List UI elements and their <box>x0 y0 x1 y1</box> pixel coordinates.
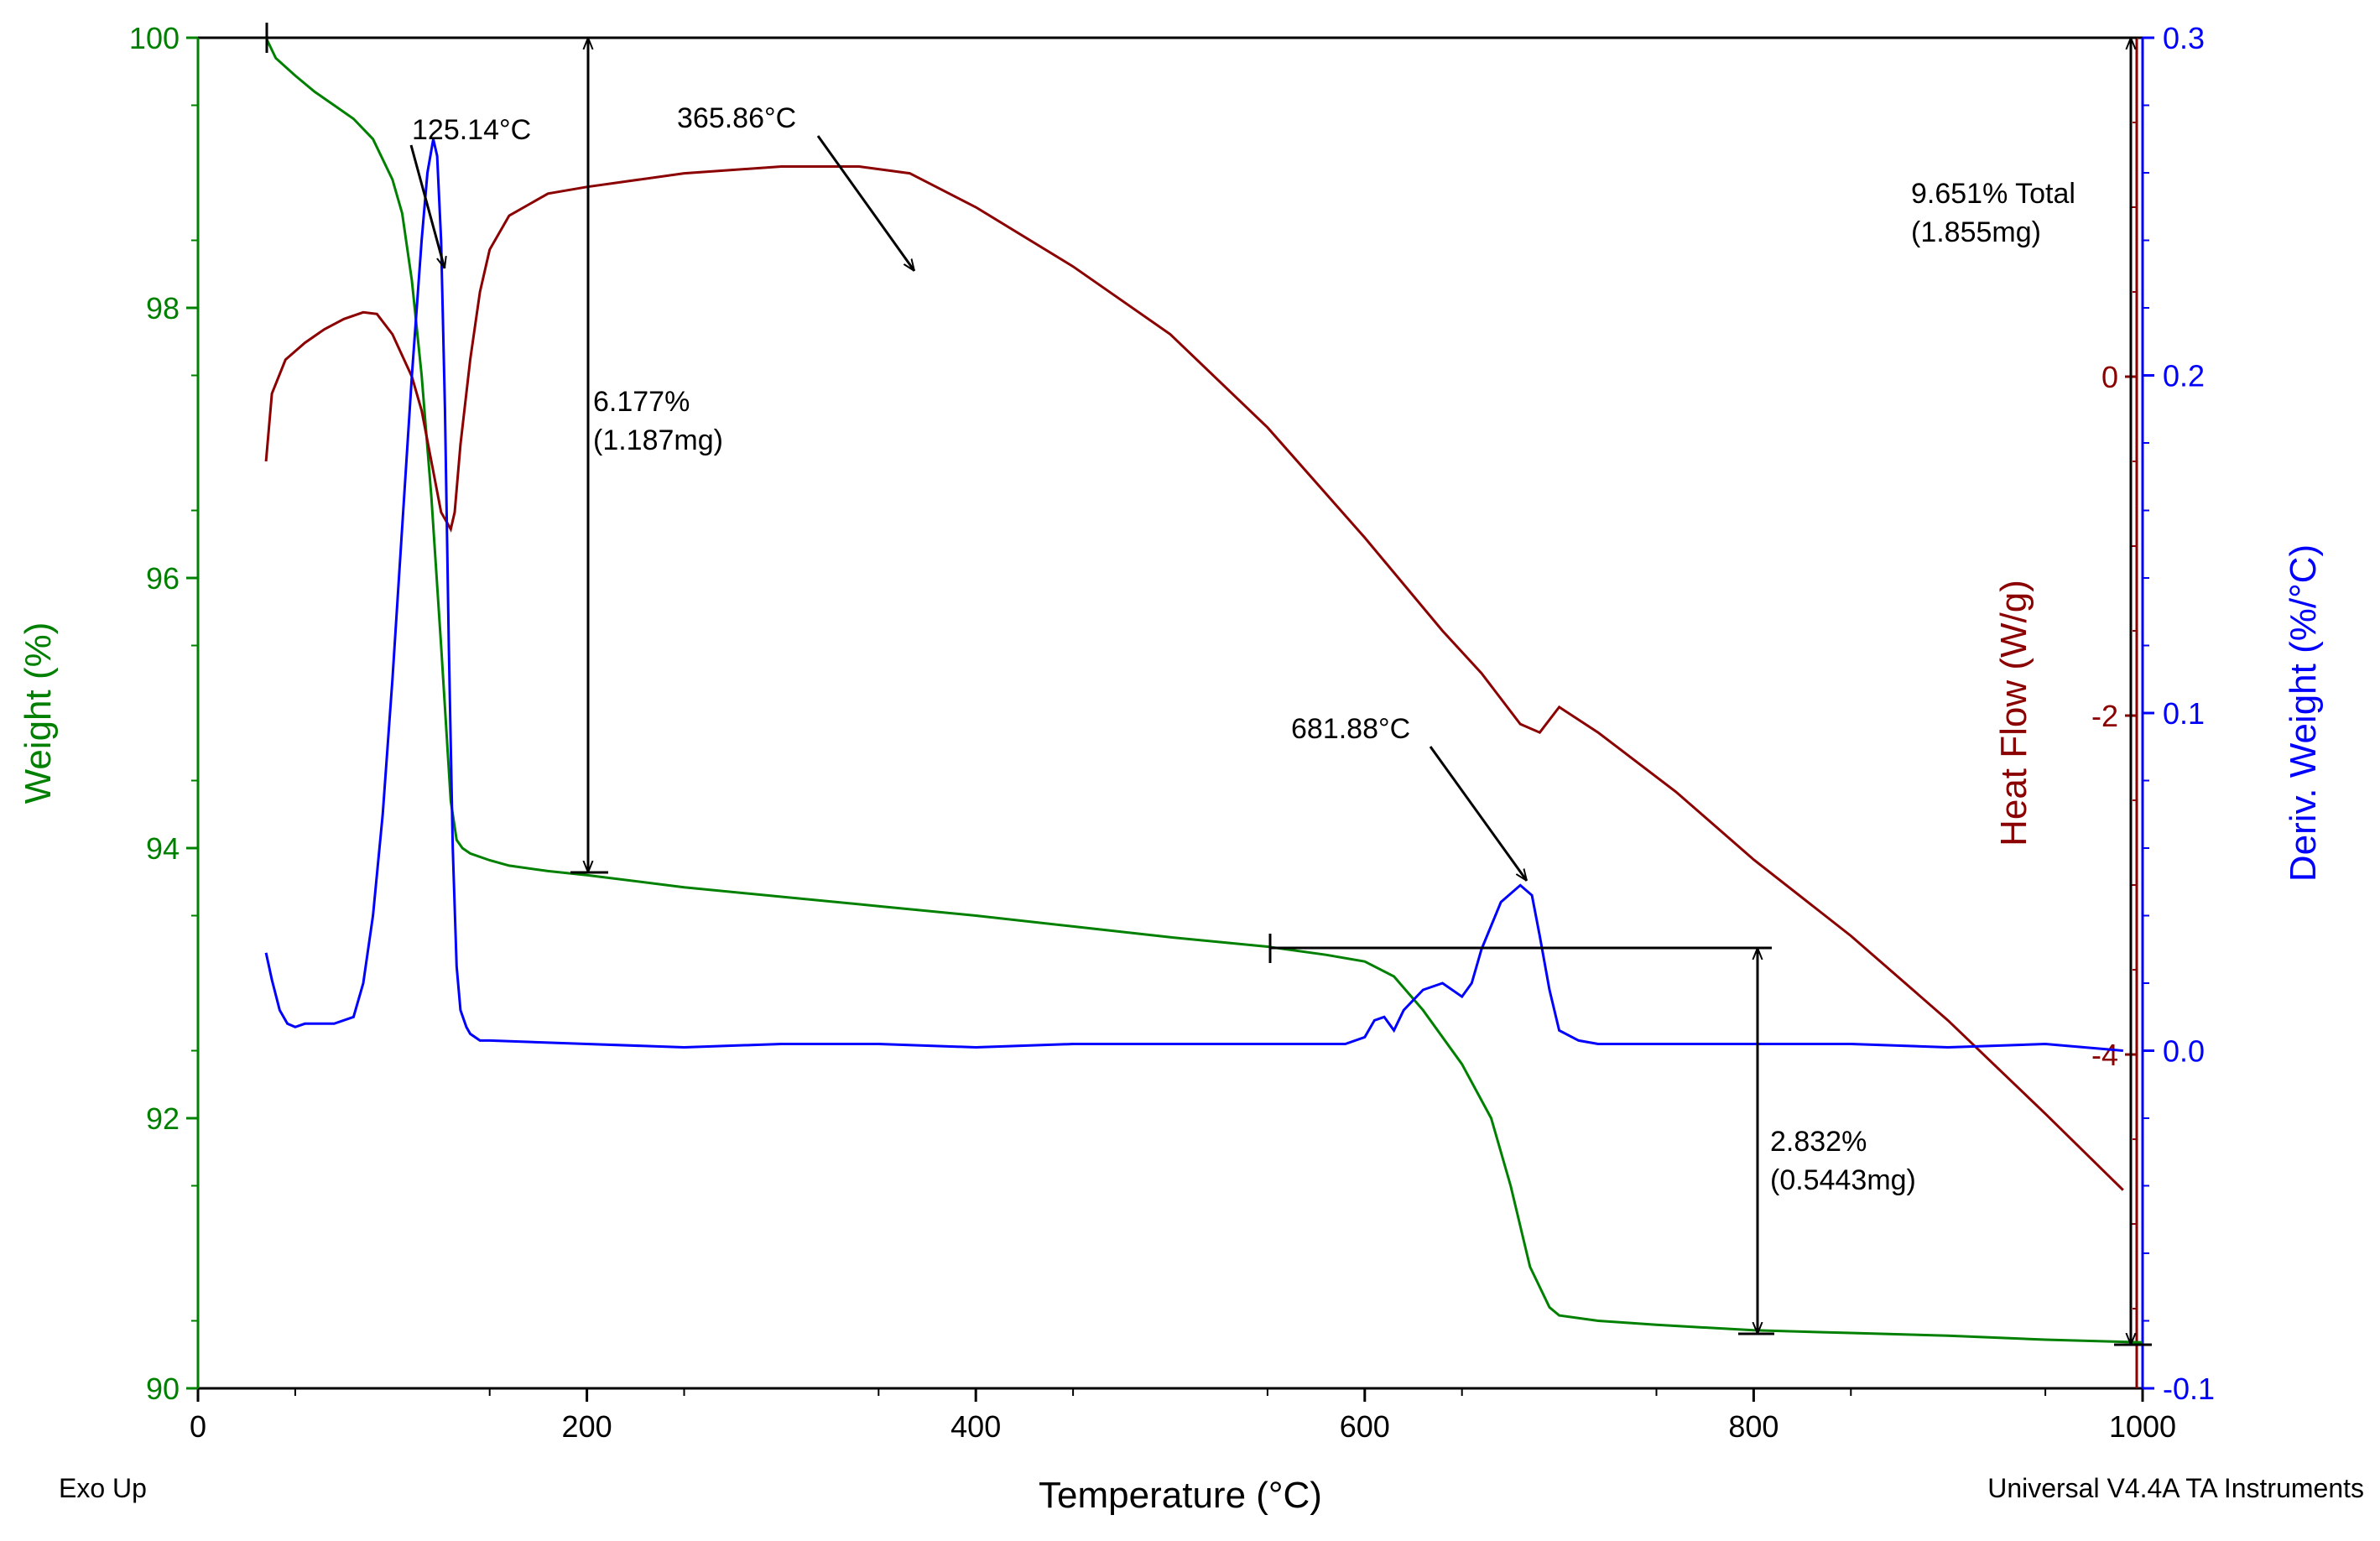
x-tick-label: 200 <box>562 1409 612 1444</box>
total-percent-label: 9.651% Total <box>1911 178 2075 210</box>
weight-tick-label: 96 <box>146 561 180 596</box>
x-tick-label: 0 <box>190 1409 206 1444</box>
weight-series-line <box>264 37 2143 1344</box>
weight-axis-ticks: 90 92 94 96 98 100 <box>129 21 198 1406</box>
heat-flow-axis-title: Heat Flow (W/g) <box>1993 580 2034 846</box>
step1-percent-label: 6.177% <box>593 386 690 418</box>
peak1-pointer <box>409 144 445 268</box>
step2-mass-label: (0.5443mg) <box>1770 1164 1916 1196</box>
peak3-label: 681.88°C <box>1291 713 1410 745</box>
peak3-pointer <box>1429 746 1527 881</box>
deriv-tick-label: 0.1 <box>2163 696 2205 731</box>
heat-flow-series-line <box>264 165 2124 1191</box>
x-axis-ticks: 0 200 400 600 800 1000 <box>190 1388 2176 1444</box>
x-axis-title: Temperature (°C) <box>1039 1475 1322 1516</box>
x-tick-label: 600 <box>1340 1409 1390 1444</box>
weight-tick-label: 90 <box>146 1372 180 1406</box>
step2-percent-label: 2.832% <box>1770 1126 1867 1158</box>
heat-flow-tick-label: -2 <box>2091 699 2118 733</box>
deriv-axis-ticks: -0.1 0.0 0.1 0.2 0.3 <box>2143 21 2215 1406</box>
deriv-tick-label: 0.2 <box>2163 359 2205 393</box>
x-tick-label: 400 <box>950 1409 1001 1444</box>
heat-flow-tick-label: -4 <box>2091 1038 2118 1072</box>
total-mass-label: (1.855mg) <box>1911 216 2041 248</box>
deriv-tick-label: 0.3 <box>2163 21 2205 55</box>
peak2-pointer <box>816 135 914 271</box>
step1-mass-label: (1.187mg) <box>593 424 723 456</box>
deriv-weight-series-line <box>264 138 2123 1052</box>
weight-tick-label: 92 <box>146 1101 180 1136</box>
x-tick-label: 1000 <box>2109 1409 2176 1444</box>
weight-tick-label: 94 <box>146 831 180 866</box>
peak1-label: 125.14°C <box>412 114 531 146</box>
weight-tick-label: 100 <box>129 21 180 55</box>
deriv-tick-label: -0.1 <box>2163 1372 2215 1406</box>
peak2-label: 365.86°C <box>677 102 796 134</box>
weight-tick-label: 98 <box>146 291 180 325</box>
deriv-tick-label: 0.0 <box>2163 1034 2205 1069</box>
deriv-axis-title: Deriv. Weight (%/°C) <box>2283 544 2324 882</box>
weight-axis-title: Weight (%) <box>18 622 59 804</box>
heat-flow-tick-label: 0 <box>2101 360 2118 394</box>
software-label: Universal V4.4A TA Instruments <box>1987 1473 2364 1503</box>
annotation-lines <box>265 23 2152 1346</box>
exo-up-label: Exo Up <box>59 1473 147 1503</box>
x-tick-label: 800 <box>1728 1409 1778 1444</box>
